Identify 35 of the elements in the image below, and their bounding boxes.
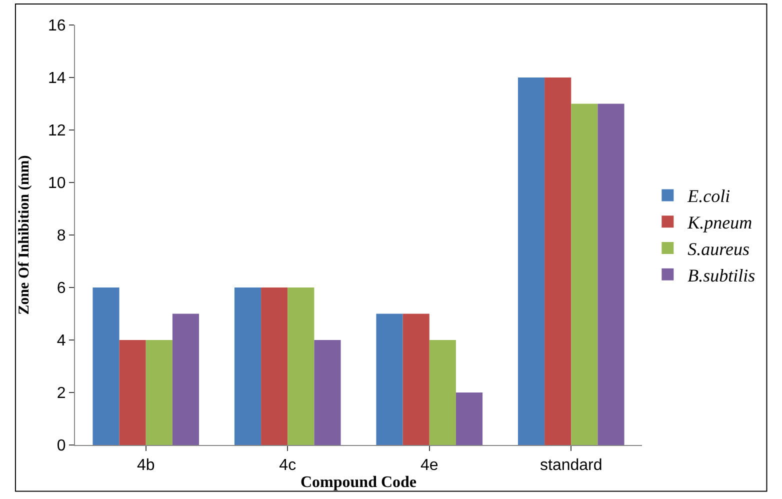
bar [429,340,456,445]
bar [402,314,430,445]
y-axis-title: Zone Of Inhibition (mm) [16,155,32,315]
legend-label: E.coli [686,186,730,206]
bar [598,104,624,445]
bar [92,288,120,445]
legend-label: K.pneum [686,212,752,233]
y-tick-label: 12 [48,122,66,140]
bar [456,392,483,445]
bar [234,288,262,445]
x-tick-label: standard [540,457,602,474]
bar [119,340,146,445]
bar [146,340,172,445]
bar [571,104,598,445]
y-tick-label: 14 [48,70,66,88]
x-tick-label: 4b [136,457,155,474]
legend-label: B.subtilis [688,265,756,286]
bar [172,314,200,445]
y-tick-label: 8 [56,228,66,245]
y-tick-label: 0 [56,438,66,455]
bar [288,288,314,445]
bar [376,314,403,445]
bar [314,340,341,445]
y-tick-label: 4 [56,332,66,350]
y-tick-label: 2 [56,385,66,402]
x-axis-title: Compound Code [300,474,417,491]
x-tick-label: 4c [279,457,296,474]
y-tick-label: 16 [48,18,66,35]
y-tick-label: 6 [56,280,66,298]
bar [261,288,288,445]
y-tick-label: 10 [48,175,66,192]
bar [544,78,572,445]
legend-label: S.aureus [688,239,750,260]
x-tick-label: 4e [420,457,438,474]
bar [518,78,545,445]
